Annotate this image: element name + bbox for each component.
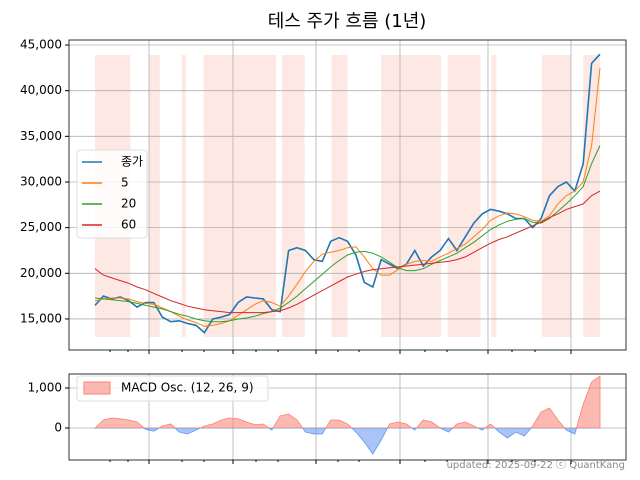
legend-box bbox=[76, 375, 269, 402]
legend-swatch bbox=[83, 381, 111, 395]
axes-frame bbox=[68, 373, 627, 461]
shaded-span bbox=[331, 55, 348, 337]
y-tick-label: 1,000 bbox=[28, 381, 62, 395]
y-tick-label: 0 bbox=[54, 421, 62, 435]
legend-label: 20 bbox=[121, 197, 136, 211]
shaded-span bbox=[203, 55, 276, 337]
y-tick-label: 25,000 bbox=[20, 220, 62, 234]
price-line bbox=[94, 145, 601, 323]
shaded-span bbox=[541, 55, 572, 337]
shaded-span bbox=[381, 55, 441, 337]
y-tick-label: 35,000 bbox=[20, 129, 62, 143]
legend-label: 5 bbox=[121, 176, 129, 190]
shaded-span bbox=[491, 55, 497, 337]
y-tick-label: 30,000 bbox=[20, 174, 62, 188]
shaded-span bbox=[148, 55, 160, 337]
y-tick-label: 40,000 bbox=[20, 83, 62, 97]
oscillator-area bbox=[94, 375, 601, 428]
price-line bbox=[94, 67, 601, 327]
legend-label: 60 bbox=[121, 218, 136, 232]
footer-note: updated: 2025-09-22 ⓒ QuantKang bbox=[447, 459, 625, 471]
axes-frame bbox=[68, 39, 627, 351]
shaded-span bbox=[281, 55, 305, 337]
shaded-span bbox=[181, 55, 186, 337]
legend-label: MACD Osc. (12, 26, 9) bbox=[121, 381, 254, 395]
legend-box bbox=[76, 149, 148, 239]
price-line bbox=[94, 190, 601, 314]
oscillator-area bbox=[94, 428, 601, 455]
shaded-span bbox=[447, 55, 481, 337]
y-tick-label: 15,000 bbox=[20, 311, 62, 325]
y-tick-label: 45,000 bbox=[20, 38, 62, 52]
chart-title: 테스 주가 흐름 (1년) bbox=[268, 11, 427, 32]
legend-label: 종가 bbox=[121, 155, 143, 169]
price-line bbox=[94, 53, 601, 334]
y-tick-label: 20,000 bbox=[20, 266, 62, 280]
